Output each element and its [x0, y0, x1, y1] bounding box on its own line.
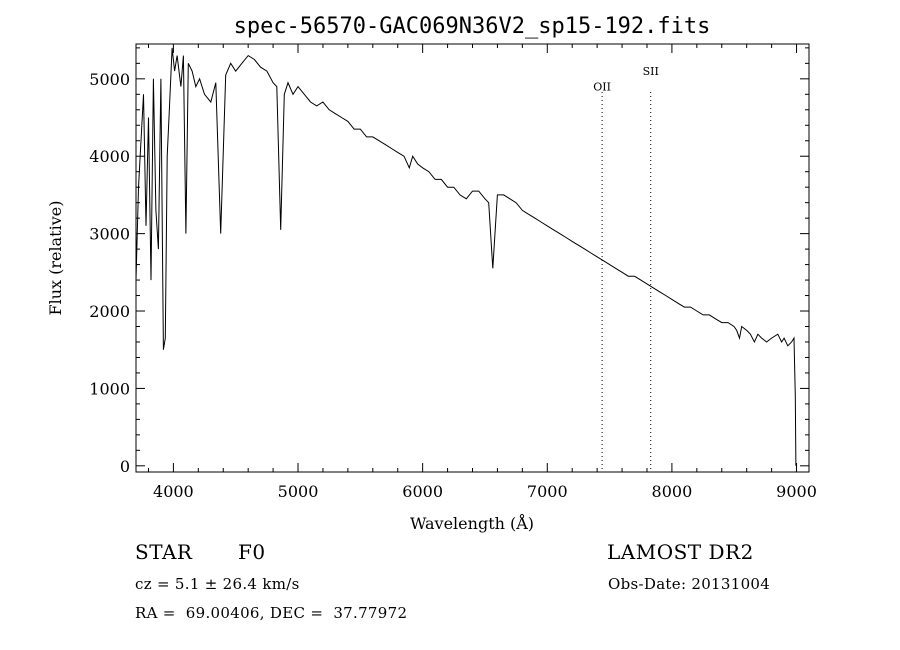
x-tick-label: 7000	[527, 482, 568, 501]
plot-frame	[135, 43, 810, 473]
y-tick-label: 0	[120, 457, 130, 476]
y-tick-label: 2000	[89, 302, 130, 321]
y-tick-label: 4000	[89, 147, 130, 166]
y-tick-label: 3000	[89, 225, 130, 244]
y-axis-label: Flux (relative)	[46, 201, 65, 316]
line-annotations: OII SII	[593, 65, 659, 472]
observation-date: Obs-Date: 20131004	[608, 575, 771, 593]
survey-name: LAMOST DR2	[607, 540, 754, 564]
x-axis: 4000 5000 6000 7000 8000 9000	[147, 44, 817, 501]
y-axis: 0 1000 2000 3000 4000 5000	[89, 47, 809, 476]
annotation-label: OII	[593, 80, 611, 93]
x-tick-label: 5000	[278, 482, 319, 501]
redshift-velocity: cz = 5.1 ± 26.4 km/s	[135, 575, 300, 593]
x-tick-label: 9000	[776, 482, 817, 501]
y-tick-label: 5000	[89, 70, 130, 89]
x-axis-label: Wavelength (Å)	[410, 513, 534, 533]
coordinates: RA = 69.00406, DEC = 37.77972	[135, 604, 408, 622]
chart-title: spec-56570-GAC069N36V2_sp15-192.fits	[234, 14, 711, 39]
x-tick-label: 4000	[153, 482, 194, 501]
y-tick-label: 1000	[89, 379, 130, 398]
annotation-label: SII	[643, 65, 659, 78]
object-class: STAR	[135, 540, 193, 564]
object-subclass: F0	[238, 540, 266, 564]
x-tick-label: 8000	[652, 482, 693, 501]
spectrum-line	[135, 47, 797, 466]
x-tick-label: 6000	[402, 482, 443, 501]
